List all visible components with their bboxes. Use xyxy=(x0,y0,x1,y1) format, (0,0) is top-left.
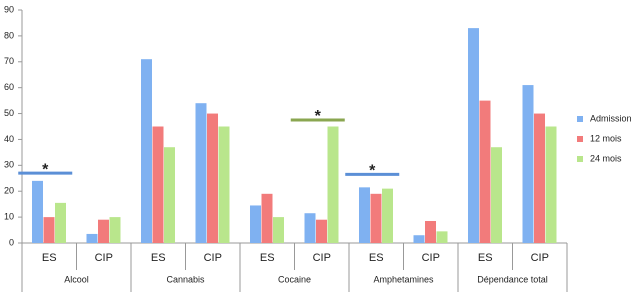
bar xyxy=(425,220,436,243)
x-tick-label: ES xyxy=(260,252,275,264)
significance-star: * xyxy=(315,108,322,125)
y-tick-label: 80 xyxy=(4,30,14,40)
legend-swatch xyxy=(577,116,583,122)
bar xyxy=(316,219,327,243)
bar xyxy=(43,217,55,243)
legend-label: Admission xyxy=(590,113,632,123)
bar xyxy=(141,59,152,243)
y-tick-label: 90 xyxy=(4,4,14,14)
x-tick-label: CIP xyxy=(422,252,440,264)
group-label: Dépendance total xyxy=(477,274,548,284)
bar xyxy=(164,147,175,243)
bar xyxy=(479,100,491,243)
bar xyxy=(55,202,66,243)
bar xyxy=(370,193,382,243)
bar xyxy=(273,217,284,243)
y-tick-label: 40 xyxy=(4,134,14,144)
bar xyxy=(534,113,545,243)
x-tick-label: CIP xyxy=(204,252,222,264)
bar xyxy=(195,103,207,243)
y-tick-label: 0 xyxy=(9,237,14,247)
x-tick-label: CIP xyxy=(531,252,549,264)
bar xyxy=(545,126,557,243)
x-tick-label: ES xyxy=(151,252,166,264)
x-tick-label: CIP xyxy=(313,252,331,264)
y-tick-label: 20 xyxy=(4,186,14,196)
bar xyxy=(522,85,534,243)
bar xyxy=(491,147,502,243)
x-tick-label: ES xyxy=(369,252,384,264)
significance-star: * xyxy=(369,163,376,180)
legend-label: 24 mois xyxy=(590,153,622,163)
x-tick-label: ES xyxy=(478,252,493,264)
y-tick-label: 60 xyxy=(4,82,14,92)
bar xyxy=(86,233,98,243)
bar xyxy=(109,217,121,243)
bar xyxy=(32,180,43,243)
group-label: Cocaine xyxy=(278,274,311,284)
bar xyxy=(250,205,261,243)
bar xyxy=(98,219,109,243)
bar xyxy=(218,126,230,243)
bar xyxy=(382,188,393,243)
group-label: Cannabis xyxy=(166,274,205,284)
y-tick-label: 30 xyxy=(4,160,14,170)
y-tick-label: 50 xyxy=(4,108,14,118)
legend-swatch xyxy=(577,156,583,162)
legend-swatch xyxy=(577,136,583,142)
bar xyxy=(359,187,370,243)
bar xyxy=(468,28,479,243)
x-tick-label: CIP xyxy=(95,252,113,264)
y-tick-label: 70 xyxy=(4,56,14,66)
bar xyxy=(436,231,448,243)
bar xyxy=(261,193,273,243)
significance-star: * xyxy=(42,161,49,178)
y-tick-label: 10 xyxy=(4,211,14,221)
legend-label: 12 mois xyxy=(590,133,622,143)
bar xyxy=(327,126,339,243)
group-label: Alcool xyxy=(64,274,89,284)
bar xyxy=(304,213,316,243)
x-tick-label: ES xyxy=(42,252,57,264)
bar xyxy=(152,126,164,243)
bar xyxy=(413,235,425,243)
bar xyxy=(207,113,218,243)
group-label: Amphetamines xyxy=(373,274,434,284)
